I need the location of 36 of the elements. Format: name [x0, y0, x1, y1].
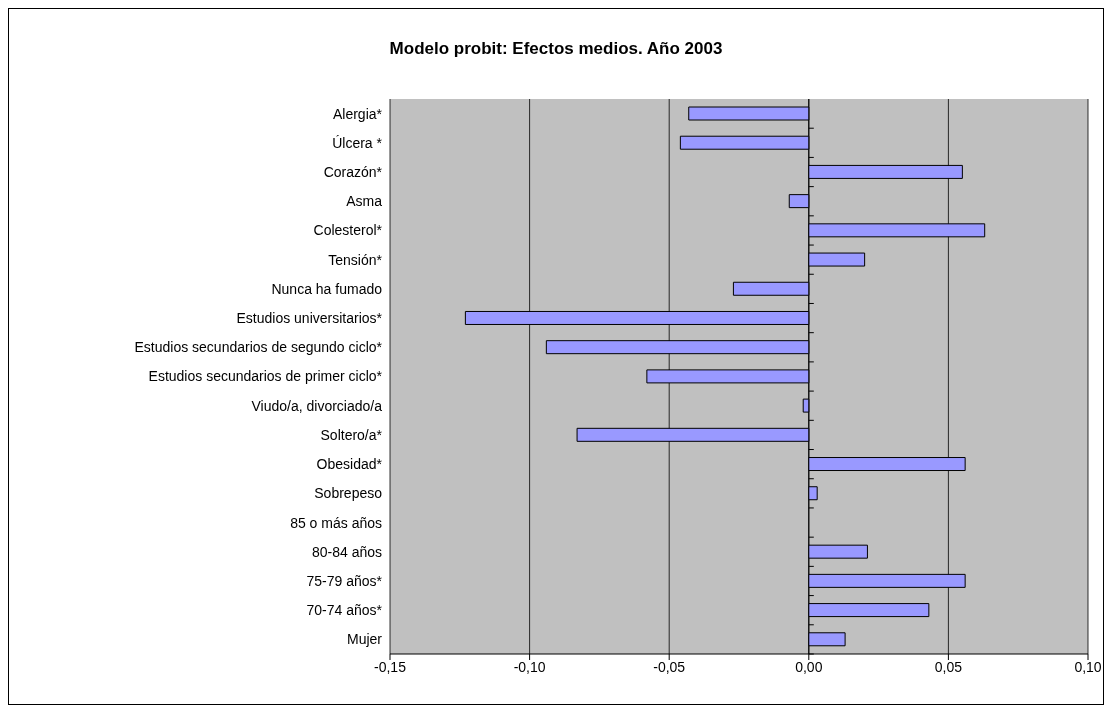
x-tick-label: -0,10: [513, 658, 546, 675]
x-tick-label: 0,00: [795, 658, 823, 675]
y-tick-label: Viudo/a, divorciado/a: [251, 397, 383, 414]
y-tick-label: Tensión*: [328, 251, 383, 268]
y-tick-label: 70-74 años*: [306, 602, 383, 619]
y-tick-label: Mujer: [346, 631, 383, 648]
y-tick-label: Asma: [346, 193, 383, 210]
y-tick-label: Estudios secundarios de primer ciclo*: [148, 368, 383, 385]
y-tick-label: 75-79 años*: [306, 572, 383, 589]
x-tick-label: 0,05: [934, 658, 963, 675]
bar: [808, 632, 846, 647]
bar: [808, 603, 930, 618]
y-tick-label: Úlcera *: [332, 134, 383, 151]
y-tick-label: Nunca ha fumado: [271, 280, 383, 297]
bar: [788, 194, 810, 209]
y-tick-label: 85 o más años: [290, 514, 382, 531]
y-tick-label: Estudios secundarios de segundo ciclo*: [134, 339, 383, 356]
y-tick-label: Sobrepeso: [314, 485, 383, 502]
y-tick-label: Estudios universitarios*: [236, 310, 383, 327]
x-tick-label: -0,15: [374, 658, 407, 675]
y-tick-label: Soltero/a*: [320, 426, 383, 443]
y-tick-label: Corazón*: [323, 164, 383, 180]
x-tick-label: -0,05: [653, 658, 686, 675]
bar: [808, 252, 866, 267]
x-tick-label: 0,10: [1074, 658, 1102, 675]
bar: [679, 135, 810, 150]
y-tick-label: Alergia*: [332, 105, 383, 122]
bar: [808, 544, 868, 559]
chart-title: Modelo probit: Efectos medios. Año 2003: [388, 39, 724, 59]
bar: [802, 398, 810, 413]
bar: [688, 106, 810, 121]
bar: [732, 281, 810, 296]
bar: [808, 486, 818, 501]
y-tick-label: Obesidad*: [316, 456, 383, 473]
y-tick-label: 80-84 años: [311, 543, 382, 560]
y-tick-label: Colesterol*: [313, 222, 383, 239]
